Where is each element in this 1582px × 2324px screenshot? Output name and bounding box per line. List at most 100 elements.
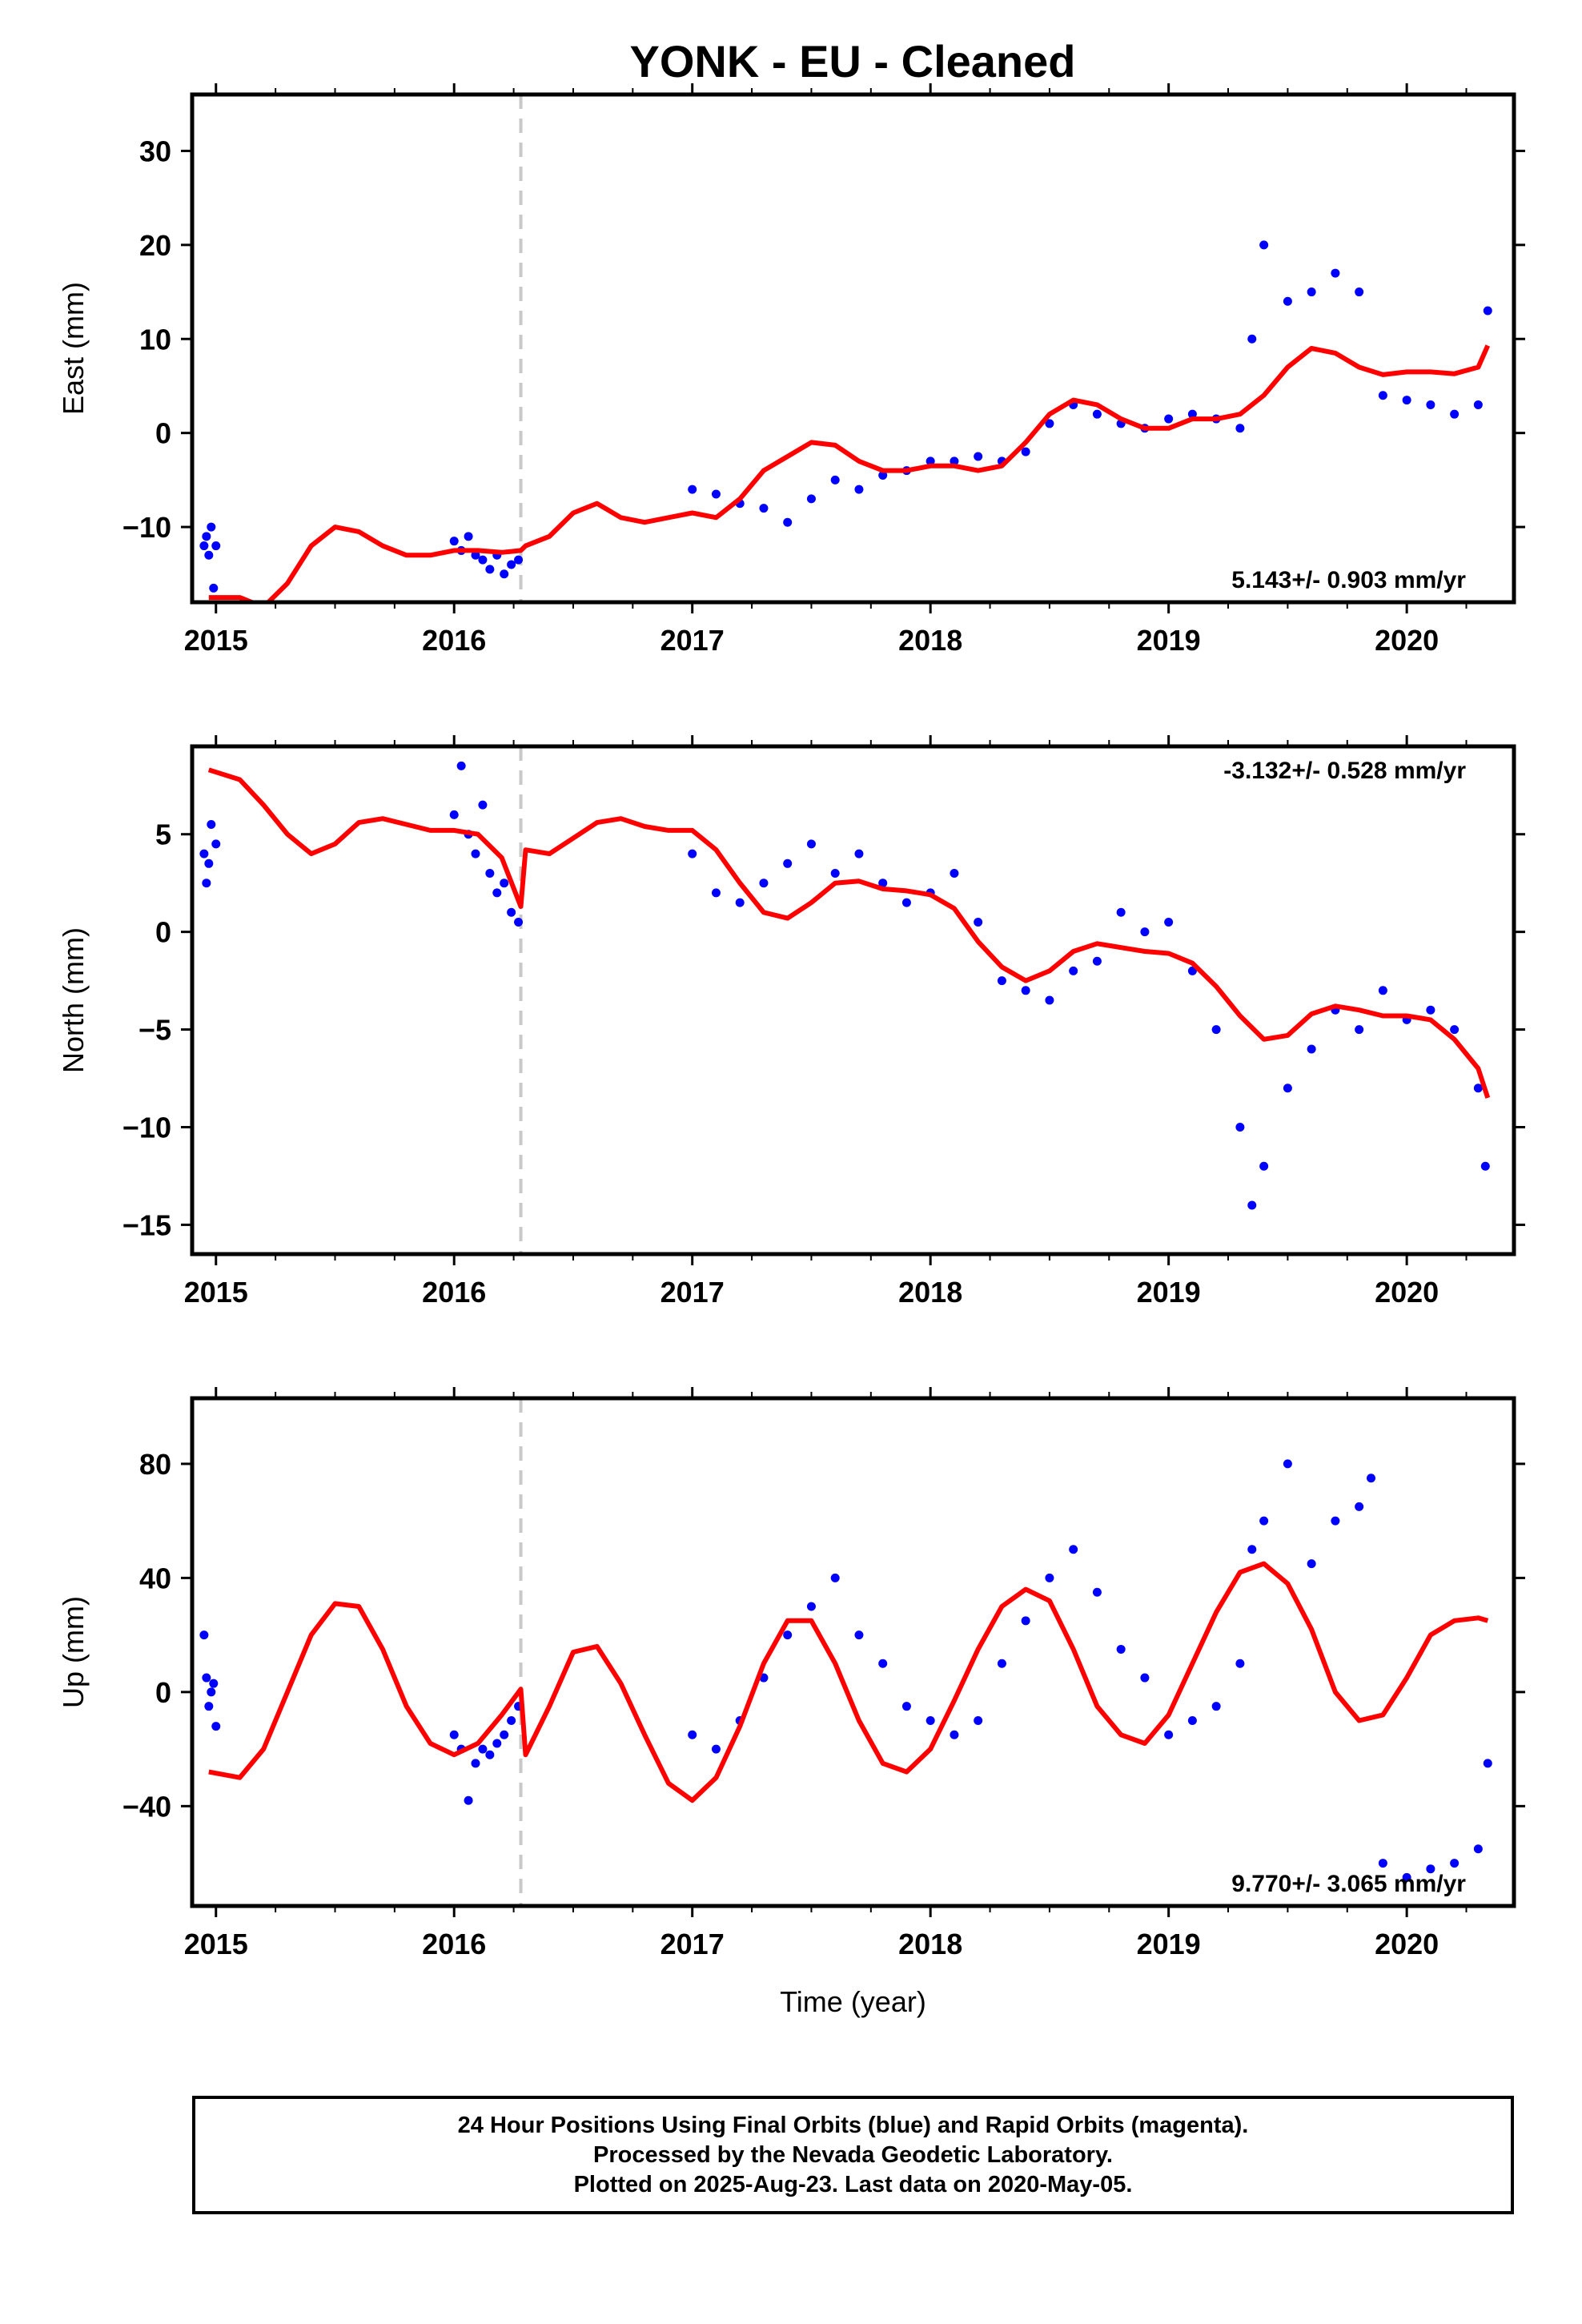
- data-point: [878, 471, 888, 480]
- data-point: [783, 858, 793, 868]
- footer-line-1: 24 Hour Positions Using Final Orbits (bl…: [457, 2112, 1249, 2138]
- data-point: [1426, 1864, 1435, 1874]
- data-point: [1378, 391, 1387, 400]
- data-point: [759, 879, 769, 888]
- data-point: [854, 1630, 864, 1640]
- data-point: [854, 849, 864, 858]
- data-point: [449, 537, 459, 546]
- x-tick-label: 2017: [661, 1928, 725, 1960]
- panel-east: 2015 2016 2017 2018 2019 2020 −10 0 10 20 30 East (…: [57, 83, 1525, 657]
- data-point: [688, 485, 697, 494]
- data-point: [1450, 1025, 1460, 1035]
- y-tick-label: −15: [122, 1208, 171, 1241]
- data-point: [507, 1715, 516, 1725]
- data-point: [1378, 986, 1387, 995]
- data-point: [199, 1630, 209, 1640]
- data-point: [199, 541, 209, 551]
- data-point: [1069, 1545, 1078, 1554]
- data-point: [209, 583, 219, 593]
- data-point: [471, 1759, 480, 1768]
- data-point: [1355, 1502, 1364, 1511]
- chart-title: YONK - EU - Cleaned: [630, 36, 1076, 86]
- data-point: [1402, 396, 1411, 405]
- y-tick-label: 30: [139, 135, 171, 167]
- data-point: [1187, 966, 1197, 975]
- data-point: [830, 1573, 840, 1582]
- x-tick-label: 2019: [1137, 1928, 1201, 1960]
- data-points: [199, 761, 1490, 1210]
- data-point: [1247, 1200, 1257, 1210]
- data-point: [950, 1730, 959, 1739]
- y-tick-label: 0: [155, 1676, 171, 1709]
- data-point: [1164, 1730, 1174, 1739]
- y-tick-label: 20: [139, 229, 171, 262]
- data-point: [1235, 1659, 1245, 1668]
- x-tick-label: 2016: [422, 624, 486, 657]
- velocity-label: 5.143+/- 0.903 mm/yr: [1231, 567, 1466, 593]
- data-point: [1164, 414, 1174, 424]
- plot-frame: [190, 1396, 1516, 1908]
- data-point: [471, 550, 480, 560]
- data-point: [783, 1630, 793, 1640]
- data-point: [901, 1702, 911, 1711]
- data-point: [711, 489, 721, 499]
- y-tick-label: 5: [155, 818, 171, 851]
- data-point: [204, 858, 214, 868]
- data-point: [1259, 1161, 1269, 1171]
- data-point: [878, 1659, 888, 1668]
- data-point: [1307, 1044, 1316, 1054]
- data-point: [1187, 1715, 1197, 1725]
- y-axis-label: East (mm): [57, 282, 90, 415]
- data-point: [449, 1730, 459, 1739]
- data-point: [492, 888, 502, 898]
- data-point: [1283, 1459, 1292, 1469]
- data-point: [485, 565, 495, 574]
- panels: 2015 2016 2017 2018 2019 2020 −10 0 10 20 30 East (…: [57, 83, 1525, 2018]
- data-point: [204, 1702, 214, 1711]
- data-point: [1283, 296, 1292, 306]
- data-point: [449, 810, 459, 819]
- x-tick-label: 2017: [661, 624, 725, 657]
- data-point: [1211, 1025, 1221, 1035]
- model-curve: [207, 767, 1491, 1099]
- data-point: [514, 555, 524, 565]
- y-tick-label: 0: [155, 417, 171, 450]
- data-point: [500, 569, 509, 579]
- data-point: [1235, 424, 1245, 433]
- data-point: [1450, 409, 1460, 419]
- data-point: [202, 879, 211, 888]
- y-tick-label: 0: [155, 916, 171, 949]
- data-point: [997, 976, 1006, 986]
- x-tick-label: 2016: [422, 1928, 486, 1960]
- data-point: [830, 475, 840, 485]
- data-point: [806, 1602, 816, 1611]
- y-tick-label: 10: [139, 323, 171, 356]
- data-point: [1378, 1859, 1387, 1868]
- data-point: [1021, 1616, 1030, 1626]
- data-point: [854, 485, 864, 494]
- data-point: [878, 879, 888, 888]
- velocity-label: 9.770+/- 3.065 mm/yr: [1231, 1871, 1466, 1897]
- data-point: [1259, 1516, 1269, 1526]
- plot-frame: [190, 92, 1516, 605]
- data-point: [492, 1739, 502, 1748]
- y-tick-label: 40: [139, 1562, 171, 1594]
- data-point: [464, 532, 473, 541]
- data-point: [1331, 1516, 1340, 1526]
- data-point: [1483, 1759, 1492, 1768]
- y-tick-label: −5: [139, 1014, 171, 1047]
- data-point: [901, 898, 911, 907]
- data-point: [806, 494, 816, 504]
- y-axis-label: Up (mm): [57, 1596, 90, 1708]
- data-point: [1473, 400, 1483, 409]
- data-point: [1211, 1702, 1221, 1711]
- data-point: [1259, 240, 1269, 250]
- data-point: [1021, 447, 1030, 456]
- data-point: [471, 849, 480, 858]
- x-tick-label: 2015: [184, 624, 248, 657]
- data-point: [1247, 1545, 1257, 1554]
- data-point: [478, 1744, 488, 1754]
- data-point: [209, 1679, 219, 1688]
- data-point: [711, 888, 721, 898]
- data-point: [211, 1722, 221, 1731]
